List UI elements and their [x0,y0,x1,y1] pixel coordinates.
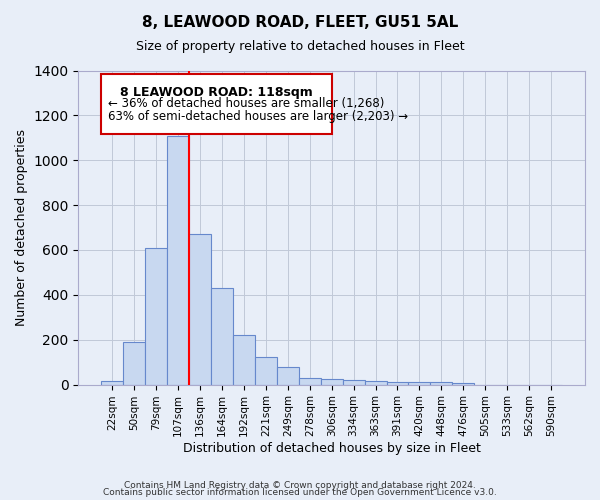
Text: Contains public sector information licensed under the Open Government Licence v3: Contains public sector information licen… [103,488,497,497]
Bar [386,382,409,384]
Text: Size of property relative to detached houses in Fleet: Size of property relative to detached ho… [136,40,464,53]
Bar [299,378,321,384]
Bar [233,335,255,384]
Bar [321,379,343,384]
Text: ← 36% of detached houses are smaller (1,268): ← 36% of detached houses are smaller (1,… [108,98,385,110]
Bar [365,381,386,384]
Text: 63% of semi-detached houses are larger (2,203) →: 63% of semi-detached houses are larger (… [108,110,408,123]
Bar [343,380,365,384]
X-axis label: Distribution of detached houses by size in Fleet: Distribution of detached houses by size … [183,442,481,455]
Y-axis label: Number of detached properties: Number of detached properties [15,129,28,326]
Bar [145,248,167,384]
Bar [101,381,124,384]
Bar [255,356,277,384]
Text: 8, LEAWOOD ROAD, FLEET, GU51 5AL: 8, LEAWOOD ROAD, FLEET, GU51 5AL [142,15,458,30]
Bar [189,234,211,384]
Bar [277,367,299,384]
Bar [167,136,189,384]
FancyBboxPatch shape [101,74,332,134]
Bar [430,382,452,384]
Bar [409,382,430,384]
Text: Contains HM Land Registry data © Crown copyright and database right 2024.: Contains HM Land Registry data © Crown c… [124,480,476,490]
Text: 8 LEAWOOD ROAD: 118sqm: 8 LEAWOOD ROAD: 118sqm [120,86,313,99]
Bar [124,342,145,384]
Bar [211,288,233,384]
